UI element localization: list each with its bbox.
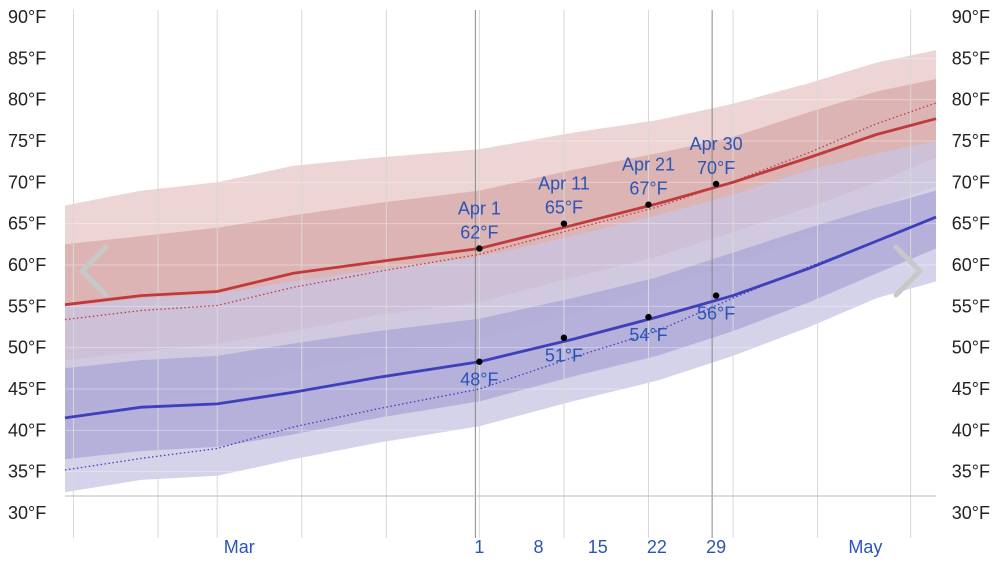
series-layer bbox=[64, 102, 937, 471]
series-low-dotted bbox=[64, 216, 937, 471]
point-value-label: 65°F bbox=[545, 198, 583, 218]
point-value-label: 70°F bbox=[697, 158, 735, 178]
point-value-label: 62°F bbox=[460, 222, 498, 242]
x-tick-label: 8 bbox=[534, 537, 544, 557]
point-marker bbox=[712, 180, 720, 188]
chevron-left-icon[interactable] bbox=[79, 244, 109, 298]
x-tick-label: 29 bbox=[706, 537, 726, 557]
y-tick-label-right: 55°F bbox=[952, 296, 990, 316]
y-tick-label-right: 45°F bbox=[952, 379, 990, 399]
y-tick-label-left: 90°F bbox=[8, 7, 46, 27]
y-tick-label-left: 35°F bbox=[8, 462, 46, 482]
y-tick-label-right: 70°F bbox=[952, 172, 990, 192]
point-date-label: Apr 11 bbox=[538, 174, 590, 194]
y-tick-label-right: 90°F bbox=[952, 7, 990, 27]
y-tick-label-left: 85°F bbox=[8, 48, 46, 68]
y-axis-left: 30°F 35°F 40°F 45°F 50°F 55°F 60°F 65°F 70°F 75°F… bbox=[8, 7, 46, 523]
point-value-label: 54°F bbox=[629, 325, 667, 345]
series-high-dotted bbox=[64, 102, 937, 321]
point-marker bbox=[645, 201, 652, 208]
point-value-label: 56°F bbox=[697, 304, 735, 324]
y-tick-label-right: 35°F bbox=[952, 462, 990, 482]
y-tick-label-left: 45°F bbox=[8, 379, 46, 399]
y-tick-label-right: 60°F bbox=[952, 255, 990, 275]
y-tick-label-left: 80°F bbox=[8, 90, 46, 110]
y-tick-label-right: 80°F bbox=[952, 90, 990, 110]
point-marker bbox=[645, 313, 652, 321]
series-low-average bbox=[64, 215, 937, 420]
chevron-right-icon[interactable] bbox=[893, 244, 923, 298]
series-high-average bbox=[64, 117, 937, 307]
y-tick-label-left: 55°F bbox=[8, 296, 46, 316]
point-marker bbox=[476, 245, 483, 252]
point-value-label: 48°F bbox=[460, 370, 498, 390]
point-date-label: Apr 1 bbox=[458, 198, 501, 218]
point-marker bbox=[476, 358, 483, 365]
point-value-label: 67°F bbox=[629, 179, 667, 199]
point-marker bbox=[712, 292, 720, 299]
y-tick-label-left: 65°F bbox=[8, 214, 46, 234]
y-tick-label-left: 40°F bbox=[8, 420, 46, 440]
y-axis-right: 30°F 35°F 40°F 45°F 50°F 55°F 60°F 65°F 70°F 75°F… bbox=[952, 7, 990, 523]
x-tick-label: 1 bbox=[474, 537, 484, 557]
y-tick-label-right: 65°F bbox=[952, 214, 990, 234]
point-date-label: Apr 30 bbox=[690, 134, 743, 154]
x-tick-label: Mar bbox=[224, 537, 255, 557]
point-value-label: 51°F bbox=[545, 346, 583, 366]
nav-layer bbox=[79, 244, 923, 298]
y-tick-label-left: 75°F bbox=[8, 131, 46, 151]
band-3 bbox=[65, 190, 936, 460]
x-axis: Mar 1 8 15 22 29 May bbox=[224, 537, 883, 557]
x-tick-label: 15 bbox=[588, 537, 608, 557]
x-tick-label: 22 bbox=[647, 537, 667, 557]
points-layer: Apr 1 62°F Apr 11 65°F Apr 21 67°F Apr 30 70°F 4… bbox=[458, 134, 743, 390]
y-tick-label-right: 85°F bbox=[952, 48, 990, 68]
y-tick-label-left: 70°F bbox=[8, 172, 46, 192]
y-tick-label-left: 50°F bbox=[8, 338, 46, 358]
y-tick-label-right: 75°F bbox=[952, 131, 990, 151]
bands-layer bbox=[65, 50, 936, 493]
y-tick-label-left: 30°F bbox=[8, 503, 46, 523]
point-marker bbox=[560, 220, 568, 227]
grid-layer bbox=[65, 10, 936, 538]
y-tick-label-right: 50°F bbox=[952, 338, 990, 358]
y-tick-label-right: 30°F bbox=[952, 503, 990, 523]
y-tick-label-right: 40°F bbox=[952, 420, 990, 440]
y-tick-label-left: 60°F bbox=[8, 255, 46, 275]
x-tick-label: May bbox=[848, 537, 882, 557]
point-date-label: Apr 21 bbox=[622, 155, 675, 175]
point-marker bbox=[560, 334, 568, 341]
